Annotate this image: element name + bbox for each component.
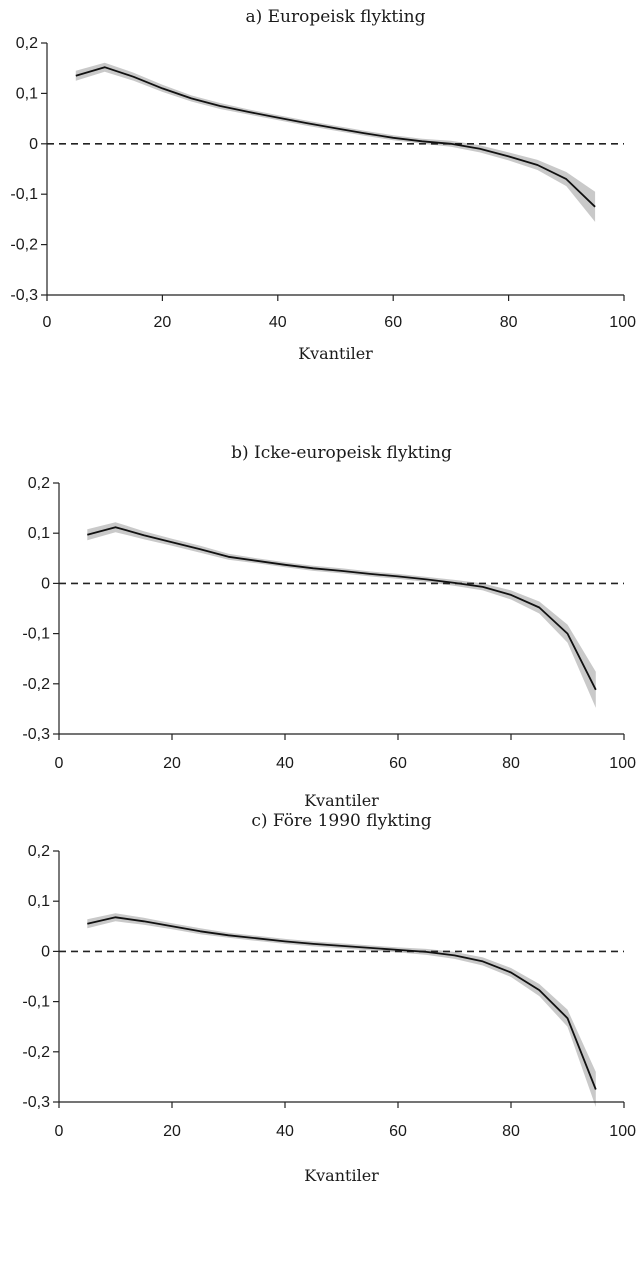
y-tick-label: -0,2 [10,237,38,254]
estimate-line [87,526,597,691]
y-tick-label: 0,2 [28,843,50,860]
x-axis-label: Kvantiler [304,791,379,810]
y-tick-label: 0,1 [28,893,50,910]
y-tick-label: 0,1 [28,525,50,542]
chart-panel-2: b) Icke-europeisk flykting 0,2 0,1 0 -0,1 -0,… [22,443,636,810]
y-tick-label: 0 [41,943,50,960]
x-tick-label: 100 [609,314,636,331]
x-tick-label: 80 [500,314,518,331]
y-tick-label: -0,2 [22,1044,50,1061]
chart-panel-1: a) Europeisk flykting 0,2 0,1 0 -0,1 -0,2 -0,3… [10,7,636,363]
confidence-band [87,913,596,1107]
y-tick-label: -0,3 [22,1094,50,1111]
y-tick-label: -0,3 [22,726,50,743]
x-tick-label: 40 [276,1123,294,1140]
x-tick-label: 60 [389,755,407,772]
chart-title: a) Europeisk flykting [245,7,425,27]
x-tick-label: 0 [55,755,64,772]
estimate-line [75,66,596,208]
y-tick-label: -0,1 [22,994,50,1011]
x-tick-label: 100 [609,755,636,772]
x-tick-label: 80 [502,755,520,772]
estimate-line [87,916,597,1090]
chart-title: c) Före 1990 flykting [251,811,431,831]
y-tick-label: 0,1 [16,85,38,102]
chart-title: b) Icke-europeisk flykting [231,443,452,463]
y-tick-label: -0,3 [10,287,38,304]
confidence-band [75,62,596,222]
x-tick-label: 20 [154,314,172,331]
y-tick-label: -0,1 [22,626,50,643]
y-tick-label: 0 [29,136,38,153]
x-tick-label: 60 [384,314,402,331]
x-tick-label: 100 [609,1123,636,1140]
x-tick-label: 80 [502,1123,520,1140]
x-tick-label: 0 [55,1123,64,1140]
x-tick-label: 0 [43,314,52,331]
y-tick-label: 0,2 [28,475,50,492]
y-tick-label: -0,2 [22,676,50,693]
x-tick-label: 40 [269,314,287,331]
y-tick-label: 0,2 [16,35,38,52]
x-tick-label: 20 [163,755,181,772]
x-axis-label: Kvantiler [304,1166,379,1185]
chart-panel-3: c) Före 1990 flykting 0,2 0,1 0 -0,1 -0,2 -0,3… [22,811,636,1185]
x-tick-label: 40 [276,755,294,772]
x-tick-label: 20 [163,1123,181,1140]
x-axis-label: Kvantiler [298,344,373,363]
y-tick-label: -0,1 [10,186,38,203]
x-tick-label: 60 [389,1123,407,1140]
confidence-band [87,522,596,708]
y-tick-label: 0 [41,575,50,592]
